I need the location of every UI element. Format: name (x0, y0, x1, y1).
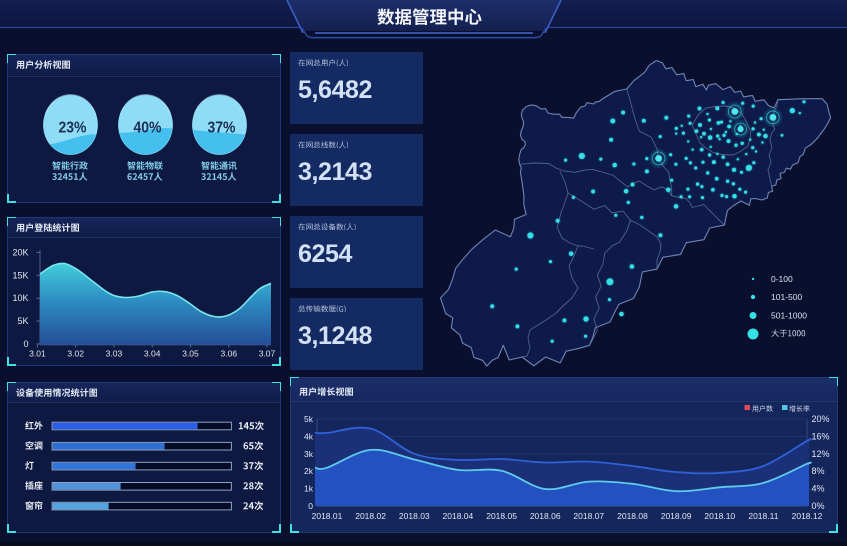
svg-text:2018.01: 2018.01 (312, 511, 343, 521)
svg-text:1k: 1k (304, 484, 314, 494)
svg-text:3.06: 3.06 (221, 349, 238, 359)
svg-text:3.05: 3.05 (182, 349, 199, 359)
svg-text:0: 0 (308, 501, 313, 511)
svg-text:3.07: 3.07 (259, 349, 276, 359)
svg-text:3.01: 3.01 (29, 349, 46, 359)
svg-text:101-500: 101-500 (771, 292, 802, 302)
svg-text:0: 0 (23, 339, 28, 349)
svg-text:2k: 2k (304, 466, 314, 476)
svg-text:10K: 10K (12, 293, 28, 303)
svg-text:2018.06: 2018.06 (530, 511, 561, 521)
svg-text:2018.10: 2018.10 (704, 511, 735, 521)
svg-text:8%: 8% (812, 466, 825, 476)
svg-text:2018.11: 2018.11 (748, 511, 778, 521)
svg-text:37%: 37% (208, 119, 236, 136)
svg-text:40%: 40% (134, 119, 162, 136)
svg-text:3k: 3k (304, 449, 314, 459)
svg-text:501-1000: 501-1000 (771, 311, 807, 321)
svg-text:2018.09: 2018.09 (661, 511, 692, 521)
svg-text:20K: 20K (12, 247, 28, 257)
svg-text:4k: 4k (304, 431, 314, 441)
svg-text:3.04: 3.04 (144, 349, 161, 359)
svg-text:2018.07: 2018.07 (573, 511, 604, 521)
svg-text:16%: 16% (812, 431, 830, 441)
svg-text:2018.04: 2018.04 (443, 511, 474, 521)
svg-text:3.02: 3.02 (67, 349, 84, 359)
svg-text:2018.08: 2018.08 (617, 511, 648, 521)
svg-text:0%: 0% (812, 501, 825, 511)
svg-text:12%: 12% (812, 449, 830, 459)
svg-text:23%: 23% (59, 119, 87, 136)
svg-text:2018.02: 2018.02 (355, 511, 386, 521)
svg-text:15K: 15K (12, 270, 28, 280)
svg-text:0-100: 0-100 (771, 274, 793, 284)
svg-text:5K: 5K (17, 316, 28, 326)
svg-text:2018.05: 2018.05 (486, 511, 517, 521)
svg-text:20%: 20% (812, 414, 830, 424)
svg-text:2018.03: 2018.03 (399, 511, 430, 521)
svg-text:4%: 4% (812, 484, 825, 494)
svg-text:3.03: 3.03 (106, 349, 123, 359)
svg-text:5k: 5k (304, 414, 314, 424)
svg-text:2018.12: 2018.12 (792, 511, 823, 521)
